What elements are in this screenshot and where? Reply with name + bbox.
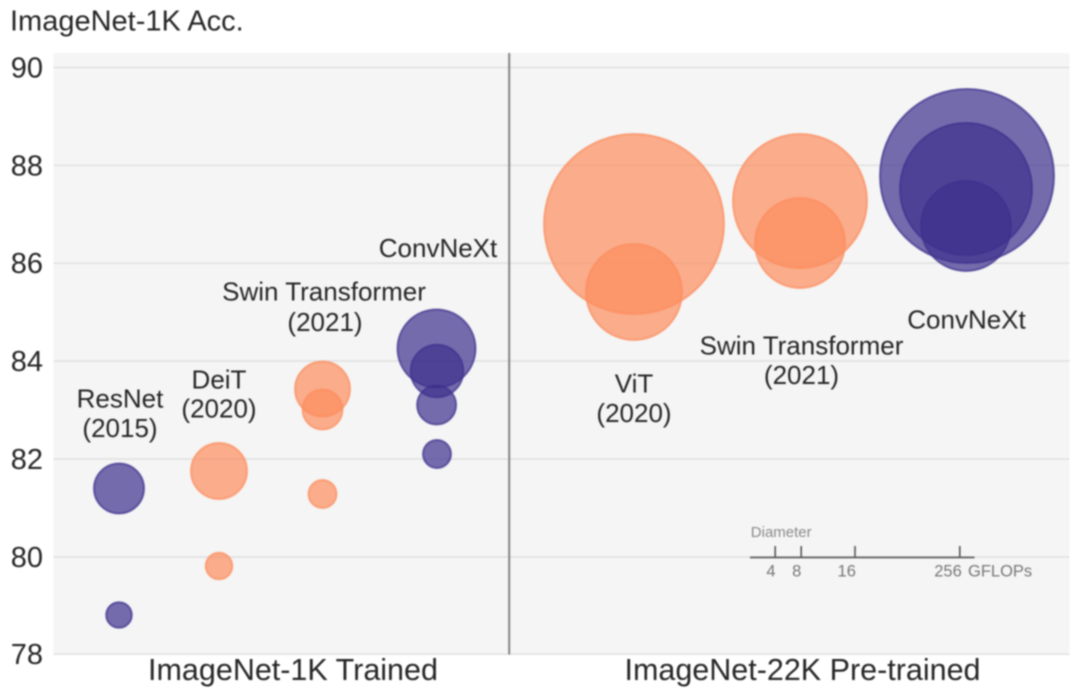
svg-text:16: 16 bbox=[838, 563, 856, 581]
svg-text:ImageNet-22K Pre-trained: ImageNet-22K Pre-trained bbox=[624, 653, 980, 687]
svg-text:(2021): (2021) bbox=[287, 307, 362, 337]
svg-text:ImageNet-1K Acc.: ImageNet-1K Acc. bbox=[10, 6, 244, 38]
svg-text:GFLOPs: GFLOPs bbox=[968, 563, 1032, 581]
svg-text:Diameter: Diameter bbox=[751, 524, 812, 541]
svg-text:(2020): (2020) bbox=[596, 398, 671, 428]
svg-text:80: 80 bbox=[11, 542, 43, 574]
svg-text:ViT: ViT bbox=[615, 369, 654, 399]
svg-text:82: 82 bbox=[11, 444, 43, 476]
svg-text:Swin Transformer: Swin Transformer bbox=[222, 277, 426, 307]
svg-text:86: 86 bbox=[11, 248, 43, 280]
svg-text:256: 256 bbox=[934, 563, 962, 581]
svg-text:ConvNeXt: ConvNeXt bbox=[907, 305, 1026, 335]
svg-text:84: 84 bbox=[11, 346, 43, 378]
svg-text:(2021): (2021) bbox=[764, 360, 839, 390]
svg-text:(2020): (2020) bbox=[181, 394, 256, 424]
svg-text:ResNet: ResNet bbox=[77, 384, 164, 414]
svg-text:Swin Transformer: Swin Transformer bbox=[700, 331, 904, 361]
svg-text:90: 90 bbox=[11, 53, 43, 85]
svg-text:88: 88 bbox=[11, 150, 43, 182]
svg-text:4: 4 bbox=[766, 563, 775, 581]
svg-text:ConvNeXt: ConvNeXt bbox=[379, 233, 498, 263]
svg-text:DeiT: DeiT bbox=[192, 365, 247, 395]
svg-text:ImageNet-1K Trained: ImageNet-1K Trained bbox=[148, 653, 438, 687]
svg-text:(2015): (2015) bbox=[82, 413, 157, 443]
svg-text:78: 78 bbox=[11, 639, 43, 671]
svg-text:8: 8 bbox=[792, 563, 801, 581]
